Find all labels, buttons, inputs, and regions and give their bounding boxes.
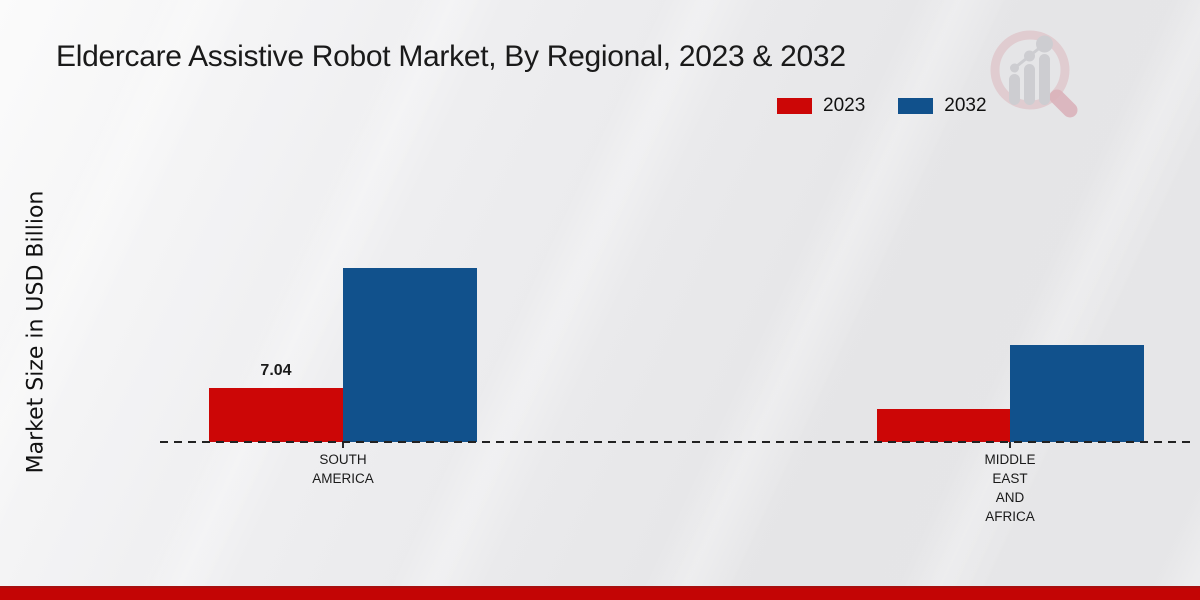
legend: 2023 2032	[777, 95, 987, 117]
legend-swatch-2023	[777, 98, 812, 114]
legend-label-2023: 2023	[823, 95, 866, 116]
category-label-middle-east-africa: MIDDLE EAST AND AFRICA	[984, 452, 1036, 524]
legend-label-2032: 2032	[944, 95, 987, 116]
footer-accent-bar	[0, 586, 1200, 600]
bar-south-america-2032	[343, 267, 477, 442]
axis-tick-south-america	[342, 442, 344, 448]
y-axis-label: Market Size in USD Billion	[23, 190, 49, 474]
axis-tick-middle-east-africa	[1009, 442, 1011, 448]
bar-middle-east-africa-2032	[1010, 344, 1144, 442]
data-label-south-america-2023: 7.04	[260, 361, 292, 379]
legend-item-2032: 2032	[898, 95, 987, 117]
bar-middle-east-africa-2023	[877, 409, 1011, 442]
magnifier-bar-chart-logo-icon	[990, 30, 1078, 118]
zero-baseline	[160, 441, 1190, 443]
legend-swatch-2032	[898, 98, 934, 114]
legend-item-2023: 2023	[777, 95, 865, 117]
chart-title: Eldercare Assistive Robot Market, By Reg…	[56, 40, 846, 73]
plot-area: 7.04 SOUTH AMERICA MIDDLE EAST AND AFRIC…	[160, 250, 1190, 524]
category-label-south-america: SOUTH AMERICA	[312, 452, 374, 486]
bar-south-america-2023	[209, 387, 343, 442]
